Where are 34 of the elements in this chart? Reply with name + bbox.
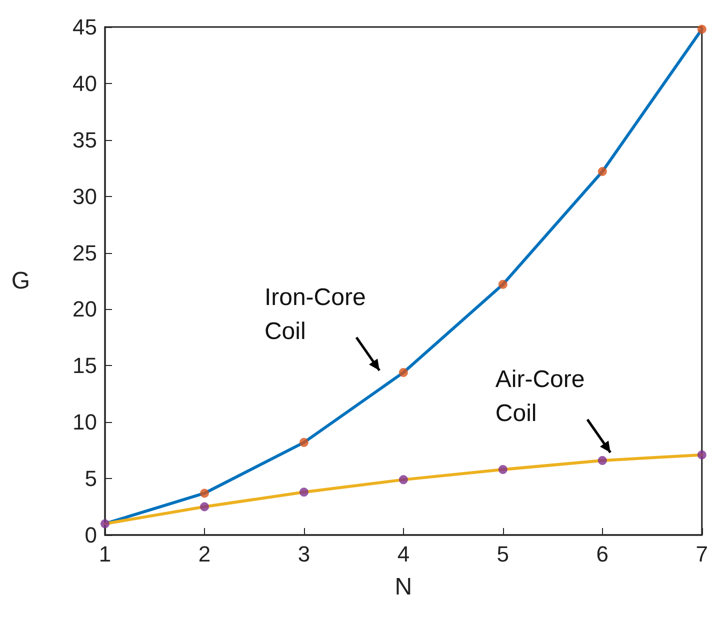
y-tick-label: 35: [72, 127, 97, 152]
annotation: Iron-Core Coil: [264, 284, 366, 345]
x-tick-label: 3: [298, 542, 310, 566]
y-tick-label: 30: [72, 184, 97, 209]
y-tick-label: 10: [72, 410, 97, 435]
x-tick-label: 4: [397, 542, 410, 566]
point: [398, 475, 408, 484]
x-tick-label: 1: [98, 542, 112, 566]
y-tick-label: 20: [72, 296, 97, 322]
point: [598, 456, 607, 465]
point: [697, 450, 706, 460]
y-tick-label: 45: [72, 14, 97, 40]
x-axis-title: N: [394, 574, 412, 600]
y-tick-label: 15: [72, 353, 97, 378]
y-axis-title: G: [11, 268, 30, 294]
x-tick-label: 7: [696, 542, 708, 566]
x-tick-label: 5: [496, 542, 510, 566]
point: [100, 519, 110, 528]
y-tick-label: 25: [72, 240, 97, 266]
point: [299, 438, 308, 447]
x-tick-label: 2: [198, 542, 211, 566]
point: [299, 488, 308, 497]
point: [598, 167, 607, 176]
y-tick-label: 40: [72, 70, 97, 96]
point: [200, 502, 209, 512]
point: [200, 488, 209, 498]
point: [398, 368, 408, 377]
point: [498, 465, 508, 474]
y-tick-label: 5: [84, 466, 97, 492]
point: [498, 280, 508, 289]
y-tick-label: 0: [84, 522, 97, 548]
annotation: Air-Core Coil: [495, 366, 585, 427]
x-tick-label: 6: [596, 542, 609, 566]
point: [697, 24, 706, 34]
